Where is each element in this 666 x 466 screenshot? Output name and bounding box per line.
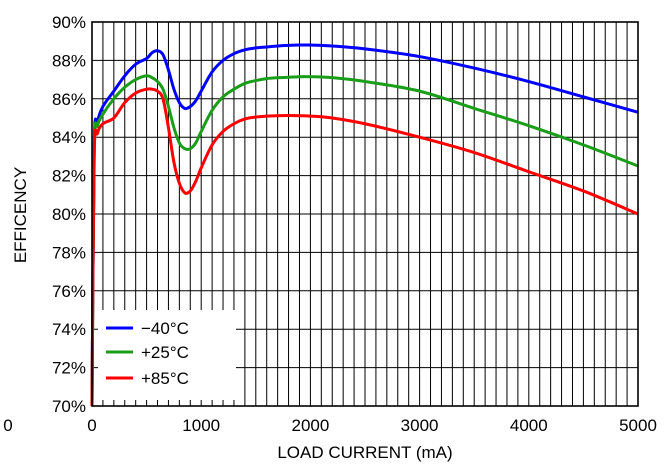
y-tick-label: 76% [52, 282, 86, 301]
x-axis-title: LOAD CURRENT (mA) [277, 443, 452, 462]
outer-x-label: 0 [3, 416, 12, 435]
legend-label: +85°C [141, 369, 189, 388]
y-tick-label: 78% [52, 243, 86, 262]
legend-label: +25°C [141, 343, 189, 362]
y-tick-label: 74% [52, 320, 86, 339]
x-tick-label: 1000 [182, 416, 220, 435]
x-tick-labels: 0 1000 2000 3000 4000 5000 [87, 416, 657, 435]
x-tick-label: 4000 [510, 416, 548, 435]
y-tick-label: 70% [52, 397, 86, 416]
x-tick-label: 3000 [401, 416, 439, 435]
y-tick-label: 88% [52, 51, 86, 70]
y-tick-label: 80% [52, 205, 86, 224]
x-tick-label: 2000 [291, 416, 329, 435]
legend: −40°C +25°C +85°C [98, 310, 236, 400]
y-tick-label: 84% [52, 128, 86, 147]
x-tick-label: 0 [87, 416, 96, 435]
y-tick-label: 72% [52, 359, 86, 378]
x-tick-label: 5000 [619, 416, 657, 435]
y-tick-labels: 70% 72% 74% 76% 78% 80% 82% 84% 86% 88% 90% [52, 13, 86, 416]
y-axis-title: EFFICENCY [11, 167, 30, 263]
legend-label: −40°C [141, 319, 189, 338]
y-tick-label: 86% [52, 90, 86, 109]
y-tick-label: 82% [52, 167, 86, 186]
y-tick-label: 90% [52, 13, 86, 32]
